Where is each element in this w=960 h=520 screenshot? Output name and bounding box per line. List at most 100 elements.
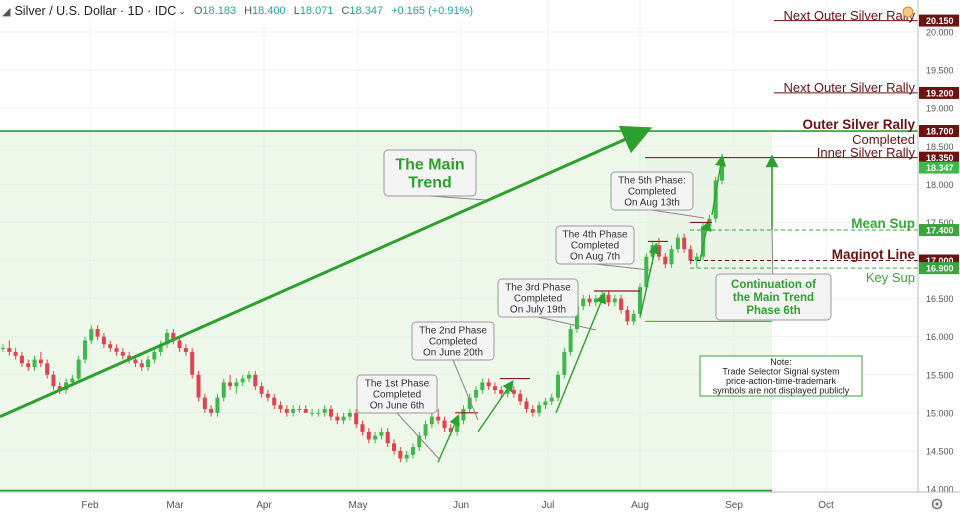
candle-body	[1, 348, 5, 350]
candle-body	[511, 389, 516, 394]
candle-body	[133, 359, 138, 364]
candle-body	[417, 435, 422, 448]
candle-body	[158, 344, 163, 352]
callout-phase-5-line: On Aug 13th	[624, 197, 680, 208]
candles-group	[1, 153, 724, 463]
price-tick-label: 19.000	[926, 104, 954, 114]
candle-body	[7, 348, 12, 352]
phase-arrow	[711, 154, 727, 215]
chevron-down-icon[interactable]: ⌄	[178, 5, 186, 16]
candle-body	[95, 329, 100, 337]
price-tag-20150-bg	[919, 14, 959, 27]
candle-body	[347, 412, 352, 417]
callout-phase-1-pointer	[396, 412, 441, 461]
candle-body	[228, 382, 233, 387]
high-key: H	[244, 5, 253, 17]
candle-body	[486, 382, 491, 387]
candle-body	[694, 256, 699, 261]
candle-body	[593, 298, 598, 303]
gear-icon[interactable]	[931, 498, 943, 510]
candle-body	[574, 306, 579, 330]
candle-body	[543, 401, 548, 406]
candle-body	[562, 351, 567, 375]
price-tag-16900: 16.900	[926, 264, 954, 274]
candle-body	[669, 249, 674, 265]
level-label-next-outer-2: Next Outer Silver Rally	[784, 80, 916, 95]
note-line: price-action-time-trademark	[726, 376, 837, 386]
candle-body	[272, 397, 277, 406]
candle-body	[436, 416, 441, 421]
candle-body	[70, 378, 75, 383]
callout-main-trend-box	[383, 149, 477, 197]
callout-phase-2-line: Completed	[429, 336, 477, 347]
callout-phase-5-line: Completed	[628, 186, 676, 197]
candle-body	[587, 298, 592, 303]
candle-body	[682, 237, 687, 250]
candle-body	[171, 332, 176, 341]
symbol-title[interactable]: Silver / U.S. Dollar · 1D · IDC	[14, 4, 177, 18]
callout-phase-2-pointer	[452, 359, 479, 421]
candle-body	[57, 386, 62, 390]
price-tick-label: 14.000	[926, 485, 954, 495]
low-value: 18.071	[299, 5, 334, 17]
candle-body	[291, 409, 296, 413]
candle-body	[461, 409, 466, 421]
candle-body	[101, 336, 106, 345]
callout-phase-4-line: The 4th Phase	[562, 229, 627, 240]
price-tag-17000: 17.000	[926, 256, 954, 266]
price-tag-17400-bg	[919, 224, 959, 237]
candle-body	[76, 359, 81, 379]
callout-phase-4-line: On Aug 7th	[570, 251, 620, 262]
callout-phase-2-box	[411, 321, 495, 361]
candle-body	[568, 329, 573, 352]
price-tag-18350: 18.350	[926, 153, 954, 163]
change-value: +0.165 (+0.91%)	[391, 5, 474, 17]
candle-body	[303, 409, 308, 413]
candle-body	[177, 340, 182, 349]
gear-icon-hub	[935, 502, 939, 506]
candle-body	[625, 310, 630, 322]
callout-phase-4-line: Completed	[571, 240, 619, 251]
candle-body	[82, 340, 87, 360]
collapse-arrow-icon[interactable]: ◢	[2, 5, 11, 18]
callout-phase-2-line: The 2nd Phase	[419, 325, 487, 336]
candle-body	[448, 428, 453, 432]
phase-arrow	[639, 242, 660, 318]
price-tick-label: 18.500	[926, 142, 954, 152]
candle-body	[51, 374, 56, 387]
candle-body	[429, 416, 434, 425]
phase-arrow	[699, 219, 712, 261]
gear-icon-ring	[931, 498, 943, 510]
price-tag-16900-bg	[919, 262, 959, 275]
candle-body	[139, 363, 144, 368]
candle-body	[360, 424, 365, 432]
candle-body	[13, 351, 18, 356]
ohlc-header: ◢ Silver / U.S. Dollar · 1D · IDC ⌄ O 18.…	[0, 0, 480, 22]
callout-phase-1-line: Completed	[373, 389, 421, 400]
price-tick-label: 18.000	[926, 180, 954, 190]
level-label-completed: Completed	[852, 132, 915, 147]
candle-body	[120, 351, 125, 356]
candle-body	[474, 389, 479, 398]
time-axis-bg	[0, 492, 960, 515]
candle-body	[656, 245, 661, 257]
note-box: Note:Trade Selector Signal systemprice-a…	[699, 355, 863, 397]
note-line: symbols are not displayed publicly	[713, 386, 850, 396]
price-tag-17400: 17.400	[926, 226, 954, 236]
price-tick-label: 17.500	[926, 218, 954, 228]
candle-body	[234, 382, 239, 387]
time-tick-label: Sep	[725, 500, 743, 511]
open-value: 18.183	[202, 5, 237, 17]
alert-icon[interactable]	[902, 6, 914, 18]
candle-body	[221, 382, 226, 398]
candle-body	[108, 344, 113, 349]
callout-main-trend-line: Trend	[408, 174, 452, 191]
callout-continuation-line: Continuation of	[731, 279, 816, 291]
candle-body	[467, 397, 472, 410]
